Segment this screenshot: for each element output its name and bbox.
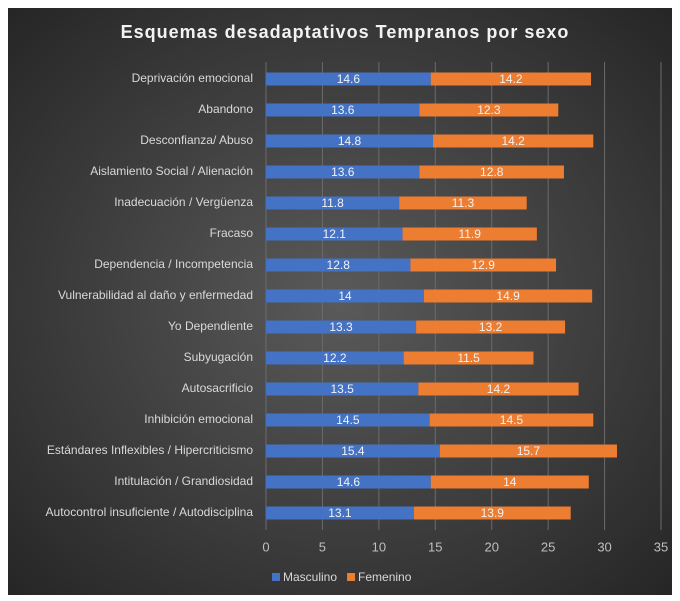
data-label: 11.9 bbox=[458, 227, 481, 241]
bar-segment bbox=[266, 475, 431, 489]
bar-segment bbox=[418, 382, 579, 396]
data-label: 13.1 bbox=[328, 506, 352, 520]
data-label: 14.2 bbox=[501, 134, 525, 148]
y-tick-label: Intitulación / Grandiosidad bbox=[114, 474, 253, 488]
data-label: 12.1 bbox=[323, 227, 347, 241]
bar-segment bbox=[266, 289, 424, 303]
y-tick-label: Desconfianza/ Abuso bbox=[140, 133, 253, 147]
data-label: 14 bbox=[338, 289, 352, 303]
data-label: 14.9 bbox=[496, 289, 520, 303]
bar-segment bbox=[430, 72, 592, 86]
bar-segment bbox=[399, 196, 527, 210]
data-label: 11.3 bbox=[452, 196, 475, 210]
y-tick-label: Inadecuación / Vergüenza bbox=[114, 195, 253, 209]
bar-segment bbox=[424, 289, 593, 303]
legend-swatch bbox=[347, 573, 356, 581]
y-tick-label: Subyugación bbox=[184, 350, 253, 364]
bar-segment bbox=[430, 475, 589, 489]
y-tick-label: Inhibición emocional bbox=[144, 412, 253, 426]
data-label: 13.6 bbox=[331, 103, 355, 117]
y-tick-label: Yo Dependiente bbox=[168, 319, 253, 333]
bar-segment bbox=[266, 351, 404, 365]
data-label: 13.3 bbox=[329, 320, 353, 334]
bar-segment bbox=[419, 165, 564, 179]
x-tick-label: 25 bbox=[541, 539, 555, 554]
bar-segment bbox=[266, 72, 431, 86]
data-label: 13.5 bbox=[330, 382, 354, 396]
bar-segment bbox=[266, 382, 419, 396]
data-label: 14.5 bbox=[336, 413, 360, 427]
bar-segment bbox=[266, 134, 434, 148]
bar-segment bbox=[266, 196, 400, 210]
y-tick-label: Autosacrificio bbox=[182, 381, 254, 395]
data-label: 14.6 bbox=[337, 72, 361, 86]
bar-segment bbox=[266, 103, 420, 117]
x-tick-label: 5 bbox=[319, 539, 326, 554]
x-tick-label: 35 bbox=[654, 539, 668, 554]
bar-segment bbox=[266, 258, 411, 272]
y-tick-label: Abandono bbox=[198, 102, 253, 116]
bar-segment bbox=[419, 103, 559, 117]
bar-segment bbox=[266, 320, 417, 334]
y-tick-label: Aislamiento Social / Alienación bbox=[90, 164, 253, 178]
bar-segment bbox=[410, 258, 557, 272]
x-tick-label: 30 bbox=[597, 539, 611, 554]
bar-segment bbox=[402, 227, 537, 241]
y-tick-label: Vulnerabilidad al daño y enfermedad bbox=[58, 288, 253, 302]
data-label: 12.9 bbox=[472, 258, 496, 272]
y-tick-label: Estándares Inflexibles / Hipercriticismo bbox=[47, 443, 253, 457]
data-label: 15.7 bbox=[517, 444, 541, 458]
data-label: 14.2 bbox=[499, 72, 523, 86]
bar-segment bbox=[266, 227, 403, 241]
data-label: 13.6 bbox=[331, 165, 355, 179]
data-label: 11.8 bbox=[321, 196, 344, 210]
x-tick-label: 20 bbox=[484, 539, 498, 554]
bar-segment bbox=[266, 444, 440, 458]
x-tick-label: 15 bbox=[428, 539, 442, 554]
y-tick-label: Deprivación emocional bbox=[132, 71, 253, 85]
data-label: 14.6 bbox=[337, 475, 361, 489]
data-label: 15.4 bbox=[341, 444, 365, 458]
x-tick-label: 10 bbox=[372, 539, 386, 554]
data-label: 14.8 bbox=[338, 134, 362, 148]
data-label: 12.2 bbox=[323, 351, 347, 365]
legend-swatch bbox=[272, 573, 280, 581]
chart-title: Esquemas desadaptativos Tempranos por se… bbox=[121, 22, 570, 42]
bar-segment bbox=[439, 444, 617, 458]
x-tick-label: 0 bbox=[262, 539, 269, 554]
bar-segment bbox=[266, 165, 420, 179]
data-label: 13.2 bbox=[479, 320, 503, 334]
data-label: 14.5 bbox=[500, 413, 524, 427]
data-label: 12.8 bbox=[327, 258, 351, 272]
bar-segment bbox=[403, 351, 534, 365]
y-tick-label: Fracaso bbox=[210, 226, 254, 240]
bar-segment bbox=[433, 134, 594, 148]
legend-label: Femenino bbox=[358, 570, 412, 584]
bar-segment bbox=[266, 413, 430, 427]
data-label: 11.5 bbox=[457, 351, 480, 365]
bar-segment bbox=[266, 506, 414, 520]
data-label: 14.2 bbox=[487, 382, 511, 396]
y-tick-label: Autocontrol insuficiente / Autodisciplin… bbox=[46, 505, 254, 519]
data-label: 13.9 bbox=[481, 506, 505, 520]
legend-label: Masculino bbox=[283, 570, 337, 584]
data-label: 12.3 bbox=[477, 103, 501, 117]
bar-segment bbox=[416, 320, 566, 334]
y-tick-label: Dependencia / Incompetencia bbox=[94, 257, 253, 271]
bar-segment bbox=[413, 506, 571, 520]
bar-segment bbox=[429, 413, 594, 427]
data-label: 14 bbox=[503, 475, 517, 489]
data-label: 12.8 bbox=[480, 165, 504, 179]
